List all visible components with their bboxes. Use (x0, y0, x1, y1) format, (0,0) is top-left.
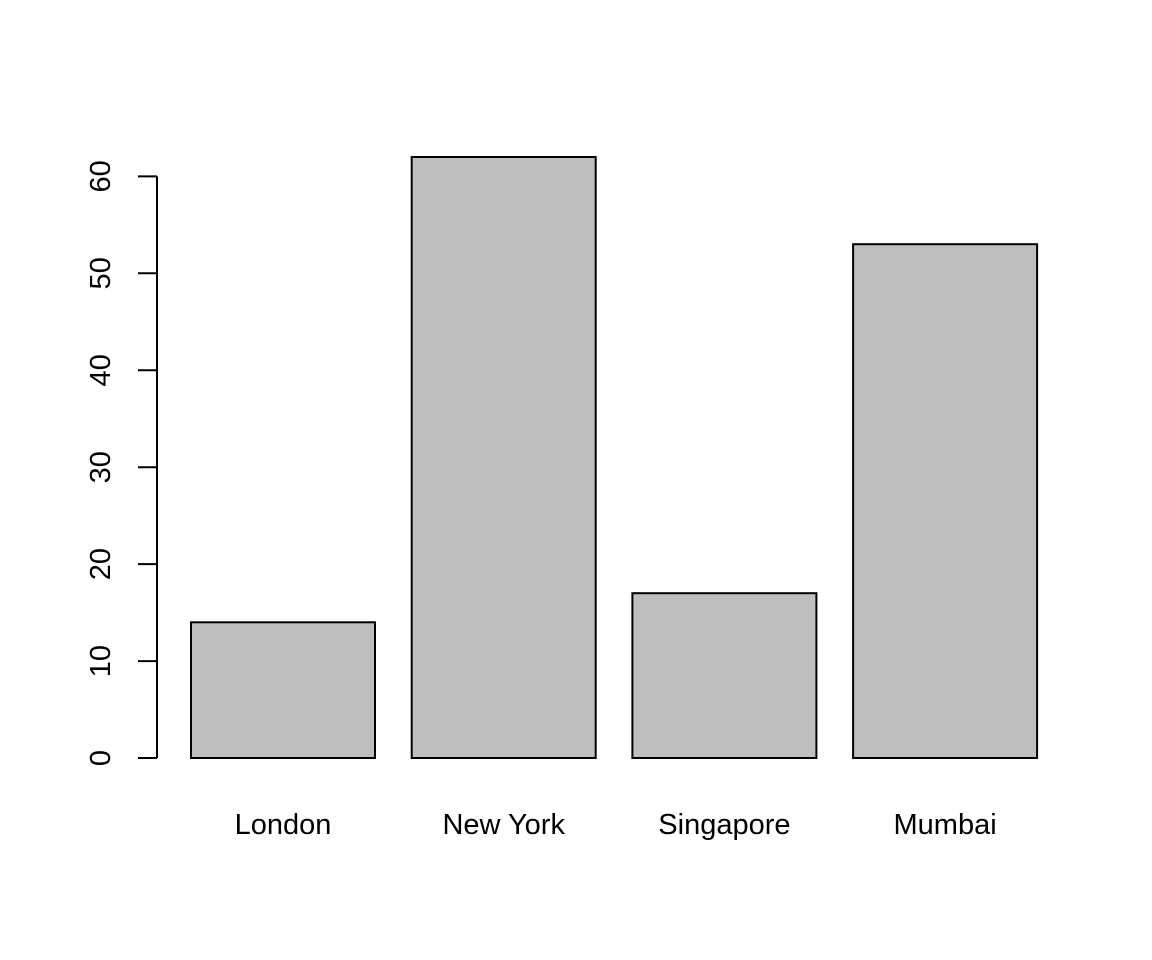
y-tick-label-10: 10 (85, 645, 117, 677)
bar-london (190, 621, 376, 759)
bar-mumbai (852, 243, 1039, 759)
y-tick-label-50: 50 (85, 257, 117, 289)
x-tick-label-singapore: Singapore (658, 809, 790, 841)
y-axis: 0 10 20 30 40 50 60 (85, 160, 158, 766)
y-tick-label-20: 20 (85, 548, 117, 580)
x-tick-label-new-york: New York (442, 809, 565, 841)
y-tick-label-0: 0 (85, 750, 117, 766)
bars-group (190, 156, 1039, 760)
y-tick-label-30: 30 (85, 451, 117, 483)
bar-new-york (410, 156, 597, 759)
y-tick-label-40: 40 (85, 354, 117, 386)
y-tick-label-60: 60 (85, 160, 117, 192)
x-tick-label-london: London (235, 809, 332, 841)
bar-singapore (631, 592, 818, 760)
x-axis-labels: London New York Singapore Mumbai (235, 809, 997, 841)
x-tick-label-mumbai: Mumbai (894, 809, 997, 841)
